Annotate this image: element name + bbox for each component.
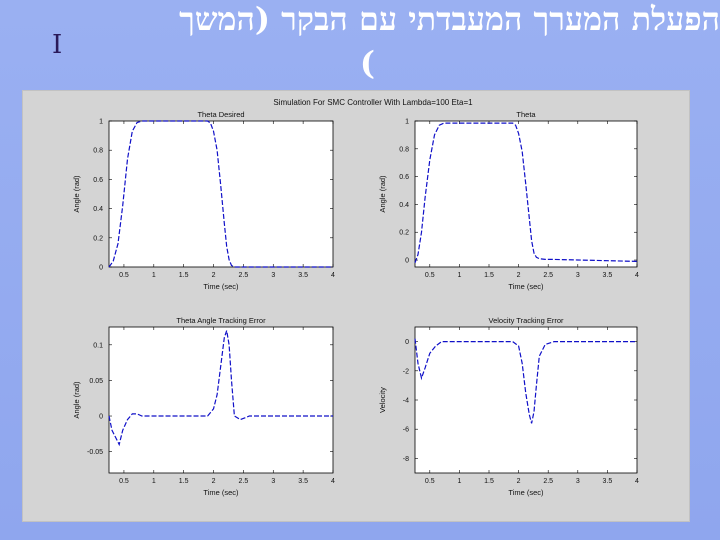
velocity-error-x-tick-label: 2: [517, 478, 521, 485]
theta-desired-x-tick-label: 1.5: [179, 272, 189, 279]
theta-desired-y-tick-label: 0: [99, 265, 103, 272]
figure-suptitle: Simulation For SMC Controller With Lambd…: [273, 98, 473, 107]
theta-y-tick-label: 0.4: [399, 202, 409, 209]
velocity-error-x-tick-label: 0.5: [425, 478, 435, 485]
page-mark: I: [52, 30, 63, 60]
plot-theta: Theta 0.5 1 1.5 2 2.5 3 3.5 4 0 0.2 0.4 0.6 0.8 1 Time …: [378, 110, 639, 291]
theta-desired-y-tick-label: 0.4: [93, 206, 103, 213]
angle-error-title: Theta Angle Tracking Error: [176, 316, 266, 325]
angle-error-x-tick-label: 0.5: [119, 478, 129, 485]
theta-y-tick-label: 0.2: [399, 230, 409, 237]
theta-x-tick-label: 1.5: [484, 272, 494, 279]
angle-error-ylabel: Angle (rad): [72, 381, 81, 419]
velocity-error-title: Velocity Tracking Error: [488, 316, 564, 325]
theta-x-tick-label: 1: [457, 272, 461, 279]
theta-y-tick-label: 0: [405, 258, 409, 265]
theta-xlabel: Time (sec): [508, 282, 544, 291]
angle-error-x-tick-label: 1.5: [179, 478, 189, 485]
velocity-error-y-tick-label: 0: [405, 339, 409, 346]
theta-axes-box: [414, 120, 638, 268]
slide-title-line2: ): [359, 44, 375, 82]
theta-desired-x-tick-label: 4: [331, 272, 335, 279]
slide-title-line1: הפעלת המערך המעבדתי עם הבקר (המשך: [179, 0, 720, 38]
velocity-error-x-tick-label: 1.5: [484, 478, 494, 485]
velocity-error-x-tick-label: 3.5: [603, 478, 613, 485]
velocity-error-x-tick-label: 2.5: [543, 478, 553, 485]
velocity-error-y-tick-label: -4: [403, 398, 409, 405]
theta-desired-series-line: [108, 120, 333, 268]
theta-desired-xlabel: Time (sec): [203, 282, 239, 291]
theta-desired-ylabel: Angle (rad): [72, 175, 81, 213]
plot-theta-angle-tracking-error: Theta Angle Tracking Error 0.5 1 1.5 2 2.5 3 3.…: [72, 316, 335, 497]
theta-desired-y-tick-label: 0.8: [93, 148, 103, 155]
theta-desired-x-tick-label: 3: [271, 272, 275, 279]
theta-desired-x-tick-label: 2: [212, 272, 216, 279]
angle-error-x-tick-label: 4: [331, 478, 335, 485]
slide-title: הפעלת המערך המעבדתי עם הבקר (המשך ): [30, 0, 720, 90]
velocity-error-x-tick-label: 1: [457, 478, 461, 485]
theta-x-tick-label: 0.5: [425, 272, 435, 279]
angle-error-y-tick-label: 0.1: [93, 342, 103, 349]
angle-error-x-tick-label: 2: [212, 478, 216, 485]
figure-panel: Simulation For SMC Controller With Lambd…: [22, 90, 690, 522]
velocity-error-x-tick-label: 4: [635, 478, 639, 485]
velocity-error-series-line: [414, 338, 637, 424]
angle-error-axes-box: [108, 326, 334, 474]
angle-error-x-tick-label: 3: [271, 478, 275, 485]
theta-x-tick-label: 2: [517, 272, 521, 279]
theta-y-tick-label: 1: [405, 119, 409, 126]
theta-desired-x-tick-label: 1: [152, 272, 156, 279]
velocity-error-axes-box: [414, 326, 638, 474]
theta-series-line: [414, 122, 638, 264]
theta-desired-y-tick-label: 0.6: [93, 177, 103, 184]
velocity-error-x-tick-label: 3: [576, 478, 580, 485]
angle-error-x-tick-label: 1: [152, 478, 156, 485]
theta-desired-y-tick-label: 1: [99, 119, 103, 126]
velocity-error-y-tick-label: -2: [403, 368, 409, 375]
velocity-error-y-tick-label: -6: [403, 427, 409, 434]
angle-error-series-line: [108, 330, 333, 447]
theta-desired-x-tick-label: 2.5: [239, 272, 249, 279]
figure-canvas: Simulation For SMC Controller With Lambd…: [72, 98, 639, 497]
theta-desired-x-tick-label: 3.5: [298, 272, 308, 279]
theta-desired-y-tick-label: 0.2: [93, 235, 103, 242]
theta-desired-x-tick-label: 0.5: [119, 272, 129, 279]
theta-ylabel: Angle (rad): [378, 175, 387, 213]
theta-x-tick-label: 3: [576, 272, 580, 279]
theta-y-tick-label: 0.8: [399, 146, 409, 153]
velocity-error-ylabel: Velocity: [378, 387, 387, 413]
angle-error-x-tick-label: 2.5: [239, 478, 249, 485]
theta-y-tick-label: 0.6: [399, 174, 409, 181]
velocity-error-xlabel: Time (sec): [508, 488, 544, 497]
velocity-error-y-tick-label: -8: [403, 456, 409, 463]
theta-x-tick-label: 4: [635, 272, 639, 279]
theta-x-tick-label: 2.5: [543, 272, 553, 279]
plot-theta-desired: Theta Desired 0.5 1 1.5 2 2.5 3 3.5 4 0 0.2 0.4 0.6 0…: [72, 110, 335, 291]
theta-x-tick-label: 3.5: [603, 272, 613, 279]
angle-error-y-tick-label: -0.05: [87, 449, 103, 456]
angle-error-y-tick-label: 0: [99, 414, 103, 421]
angle-error-xlabel: Time (sec): [203, 488, 239, 497]
angle-error-x-tick-label: 3.5: [298, 478, 308, 485]
theta-desired-title: Theta Desired: [197, 110, 244, 119]
plot-velocity-tracking-error: Velocity Tracking Error 0.5 1 1.5 2 2.5 3 3.5 4 -…: [378, 316, 639, 497]
angle-error-y-tick-label: 0.05: [89, 378, 103, 385]
theta-title: Theta: [516, 110, 536, 119]
